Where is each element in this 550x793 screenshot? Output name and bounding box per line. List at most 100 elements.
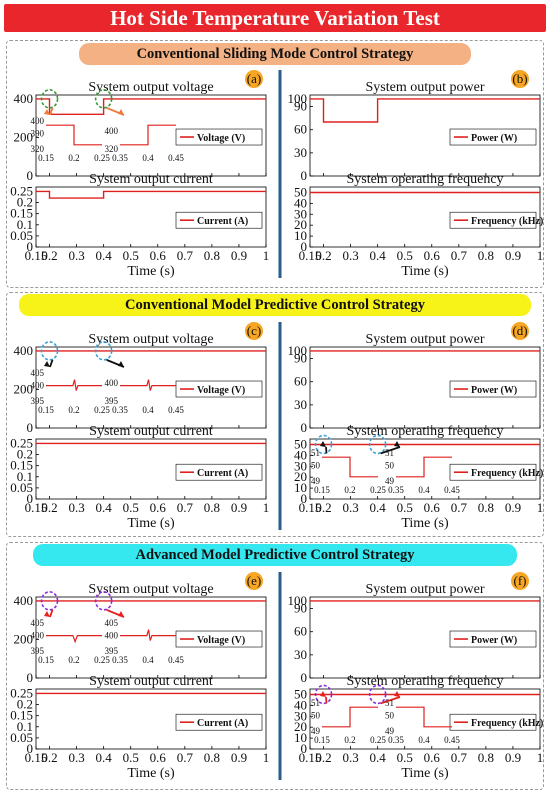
panel-letter-badge <box>511 572 529 590</box>
x-tick-label: 0.6 <box>424 248 441 263</box>
y-tick-label: 10 <box>294 480 307 495</box>
inset-x-label: 0.45 <box>168 655 184 665</box>
inset-y-label: 50 <box>385 711 395 721</box>
inset-y-label: 50 <box>311 711 321 721</box>
x-tick-label: 1 <box>537 750 544 765</box>
banner-sliding-mode: Conventional Sliding Mode Control Strate… <box>79 43 471 65</box>
zoom-arrowhead <box>320 691 326 697</box>
zoom-circle <box>40 89 59 109</box>
zoom-circle <box>94 341 113 361</box>
y-tick-label: 0 <box>27 491 34 506</box>
figure-title: Hot Side Temperature Variation Test <box>4 4 546 32</box>
y-tick-label: 0 <box>27 741 34 756</box>
y-tick-label: 30 <box>294 145 307 160</box>
x-tick-label: 0.9 <box>231 248 247 263</box>
zoom-arrowhead <box>394 691 400 697</box>
zoom-arrow <box>325 446 328 454</box>
inset-y-label: 49 <box>311 476 321 486</box>
legend-label: Power (W) <box>471 133 517 144</box>
y-tick-label: 0.2 <box>17 447 33 462</box>
x-tick-label: 1 <box>537 248 544 263</box>
zoom-circle <box>368 434 387 455</box>
inset-trace <box>322 456 378 478</box>
panel-letter: (b) <box>512 71 527 86</box>
inset-trace <box>46 635 102 644</box>
y-tick-label: 60 <box>294 624 307 639</box>
inset-x-label: 0.35 <box>112 405 128 415</box>
inset-y-label: 395 <box>105 646 119 656</box>
panel-title: System output current <box>89 424 213 439</box>
x-tick-label: 0.6 <box>150 248 167 263</box>
inset-y-label: 51 <box>311 698 320 708</box>
y-tick-label: 0.2 <box>17 697 33 712</box>
x-tick-label: 0.2 <box>315 750 331 765</box>
y-tick-label: 200 <box>14 129 34 144</box>
y-tick-label: 10 <box>294 730 307 745</box>
plot-frame <box>309 346 541 429</box>
plot-frame <box>309 186 541 248</box>
x-axis-label: Time (s) <box>401 766 449 781</box>
plot-frame <box>309 688 541 750</box>
inset-y-label: 405 <box>105 618 119 628</box>
x-tick-label: 0.6 <box>424 500 441 515</box>
panel-letter-badge <box>245 70 263 88</box>
panel-title: System output voltage <box>88 332 213 347</box>
panel-title: System output voltage <box>88 582 213 597</box>
y-tick-label: 0.25 <box>10 685 33 700</box>
panel-letter: (c) <box>247 323 261 338</box>
section-sliding-mode <box>6 40 544 288</box>
y-tick-label: 0 <box>301 670 308 685</box>
inset-x-label: 0.4 <box>142 655 154 665</box>
y-tick-label: 0 <box>301 168 308 183</box>
legend-label: Current (A) <box>197 216 248 227</box>
inset-x-label: 0.4 <box>418 735 430 745</box>
inset-y-label: 400 <box>105 378 119 388</box>
y-tick-label: 60 <box>294 122 307 137</box>
inset-x-label: 0.2 <box>344 735 355 745</box>
panel-title: System output power <box>366 80 485 95</box>
inset-trace <box>120 379 176 391</box>
x-axis-label: Time (s) <box>401 516 449 531</box>
legend-label: Frequency (kHz) <box>471 216 543 227</box>
inset-y-label: 390 <box>31 129 45 139</box>
inset-trace <box>396 706 452 728</box>
inset-x-label: 0.25 <box>94 655 110 665</box>
zoom-arrowhead <box>394 441 400 447</box>
legend-label: Voltage (V) <box>197 635 245 646</box>
inset-trace <box>120 629 176 641</box>
panel-letter: (f) <box>514 573 527 588</box>
zoom-arrow <box>49 107 54 116</box>
x-axis-label: Time (s) <box>401 264 449 279</box>
zoom-arrowhead <box>118 361 124 367</box>
y-tick-label: 0 <box>301 491 308 506</box>
legend-box <box>449 128 537 146</box>
panel-title: System output current <box>89 674 213 689</box>
zoom-arrowhead <box>118 109 124 115</box>
x-tick-label: 0.7 <box>451 248 468 263</box>
x-tick-label: 0.2 <box>41 500 57 515</box>
x-tick-label: 0.7 <box>177 500 194 515</box>
zoom-arrow <box>380 446 401 455</box>
y-tick-label: 100 <box>288 593 308 608</box>
inset-y-label: 51 <box>385 448 394 458</box>
plot-frame <box>309 94 541 177</box>
inset-trace <box>120 124 176 146</box>
y-tick-label: 0.1 <box>17 719 33 734</box>
x-tick-label: 0.9 <box>505 248 521 263</box>
y-tick-label: 100 <box>288 343 308 358</box>
x-tick-label: 0.4 <box>96 750 113 765</box>
zoom-arrowhead <box>44 361 50 367</box>
x-tick-label: 0.7 <box>177 248 194 263</box>
x-tick-label: 0.4 <box>96 248 113 263</box>
x-tick-label: 0.8 <box>204 500 220 515</box>
x-tick-label: 0.2 <box>315 500 331 515</box>
x-axis-label: Time (s) <box>127 516 175 531</box>
x-tick-label: 0.4 <box>370 500 387 515</box>
x-tick-label: 0.3 <box>68 248 84 263</box>
y-tick-label: 100 <box>288 91 308 106</box>
y-tick-label: 0 <box>301 420 308 435</box>
zoom-circle <box>40 591 59 611</box>
y-tick-label: 200 <box>14 631 34 646</box>
y-tick-label: 60 <box>294 374 307 389</box>
